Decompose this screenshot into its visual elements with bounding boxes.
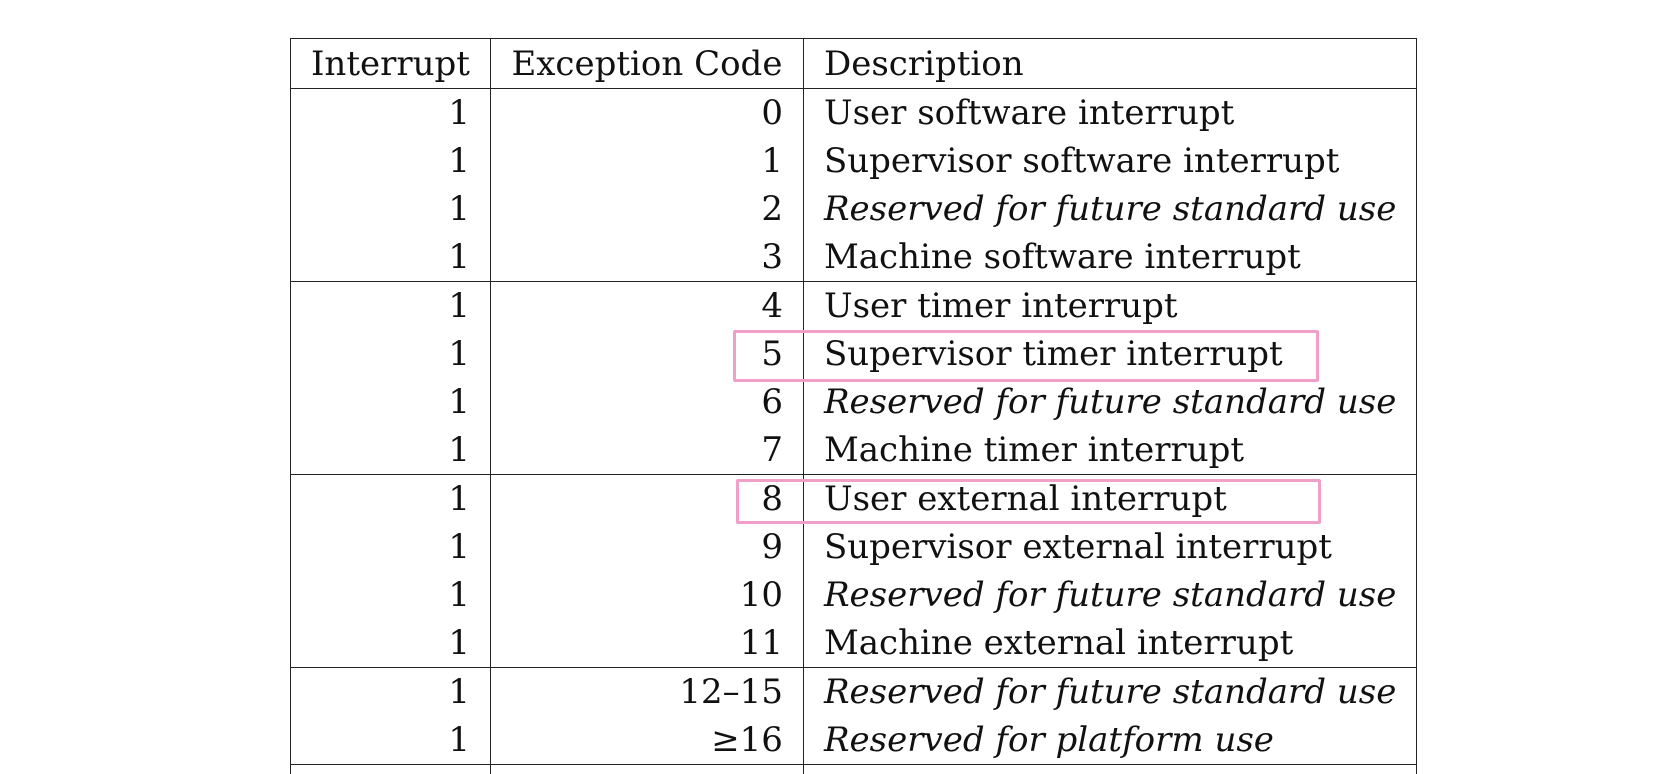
description-cell: Machine external interrupt [802, 619, 1418, 668]
exception-code-cell: 4 [489, 281, 804, 330]
exception-code-cell: 11 [489, 619, 804, 668]
interrupt-cell: 1 [290, 667, 491, 716]
description-cell: Reserved for future standard use [802, 667, 1418, 716]
table-row-cut-off [290, 764, 1418, 774]
table-row: 1 9 Supervisor external interrupt [290, 523, 1418, 571]
table-row: 1 3 Machine software interrupt [290, 233, 1418, 282]
description-cell: Machine software interrupt [802, 233, 1418, 282]
table-row: 1 5 Supervisor timer interrupt [290, 330, 1418, 378]
exception-code-cell: 9 [489, 523, 804, 571]
exception-code-cell: 2 [489, 185, 804, 233]
table-row: 1 1 Supervisor software interrupt [290, 137, 1418, 185]
exception-code-cell: 12–15 [489, 667, 804, 716]
description-cell: User software interrupt [802, 88, 1418, 137]
exception-code-table: Interrupt Exception Code Description 1 0… [290, 38, 1418, 774]
interrupt-cell: 1 [290, 571, 491, 619]
table-row: 1 7 Machine timer interrupt [290, 426, 1418, 475]
exception-code-cell [489, 764, 804, 774]
table-row: 1 12–15 Reserved for future standard use [290, 667, 1418, 716]
interrupt-cell: 1 [290, 233, 491, 282]
header-description: Description [802, 38, 1418, 89]
table-row: 1 4 User timer interrupt [290, 281, 1418, 330]
description-cell: User external interrupt [802, 474, 1418, 523]
interrupt-cell: 1 [290, 281, 491, 330]
exception-code-cell: 0 [489, 88, 804, 137]
interrupt-cell: 1 [290, 619, 491, 668]
interrupt-cell: 1 [290, 426, 491, 475]
description-cell: User timer interrupt [802, 281, 1418, 330]
description-cell: Machine timer interrupt [802, 426, 1418, 475]
interrupt-cell: 1 [290, 88, 491, 137]
exception-code-cell: 1 [489, 137, 804, 185]
exception-code-cell: 8 [489, 474, 804, 523]
exception-code-cell: 7 [489, 426, 804, 475]
exception-code-cell: 6 [489, 378, 804, 426]
exception-code-cell: 10 [489, 571, 804, 619]
interrupt-cell: 1 [290, 137, 491, 185]
interrupt-cell: 1 [290, 523, 491, 571]
interrupt-cell: 1 [290, 185, 491, 233]
exception-code-cell: 3 [489, 233, 804, 282]
table-header-row: Interrupt Exception Code Description [290, 38, 1418, 89]
interrupt-cell [290, 764, 491, 774]
interrupt-cell: 1 [290, 474, 491, 523]
description-cell: Reserved for future standard use [802, 185, 1418, 233]
description-cell: Supervisor external interrupt [802, 523, 1418, 571]
header-interrupt: Interrupt [290, 38, 491, 89]
table-row: 1 6 Reserved for future standard use [290, 378, 1418, 426]
table-row: 1 11 Machine external interrupt [290, 619, 1418, 668]
table-row: 1 0 User software interrupt [290, 88, 1418, 137]
description-cell: Reserved for platform use [802, 716, 1418, 765]
table-row: 1 ≥16 Reserved for platform use [290, 716, 1418, 765]
interrupt-cell: 1 [290, 330, 491, 378]
description-cell: Supervisor timer interrupt [802, 330, 1418, 378]
exception-code-cell: 5 [489, 330, 804, 378]
interrupt-cell: 1 [290, 378, 491, 426]
description-cell: Reserved for future standard use [802, 571, 1418, 619]
header-exception-code: Exception Code [489, 38, 804, 89]
table-row: 1 8 User external interrupt [290, 474, 1418, 523]
description-cell: Supervisor software interrupt [802, 137, 1418, 185]
description-cell: Reserved for future standard use [802, 378, 1418, 426]
exception-code-cell: ≥16 [489, 716, 804, 765]
interrupt-cell: 1 [290, 716, 491, 765]
table-row: 1 10 Reserved for future standard use [290, 571, 1418, 619]
table-row: 1 2 Reserved for future standard use [290, 185, 1418, 233]
description-cell [802, 764, 1418, 774]
